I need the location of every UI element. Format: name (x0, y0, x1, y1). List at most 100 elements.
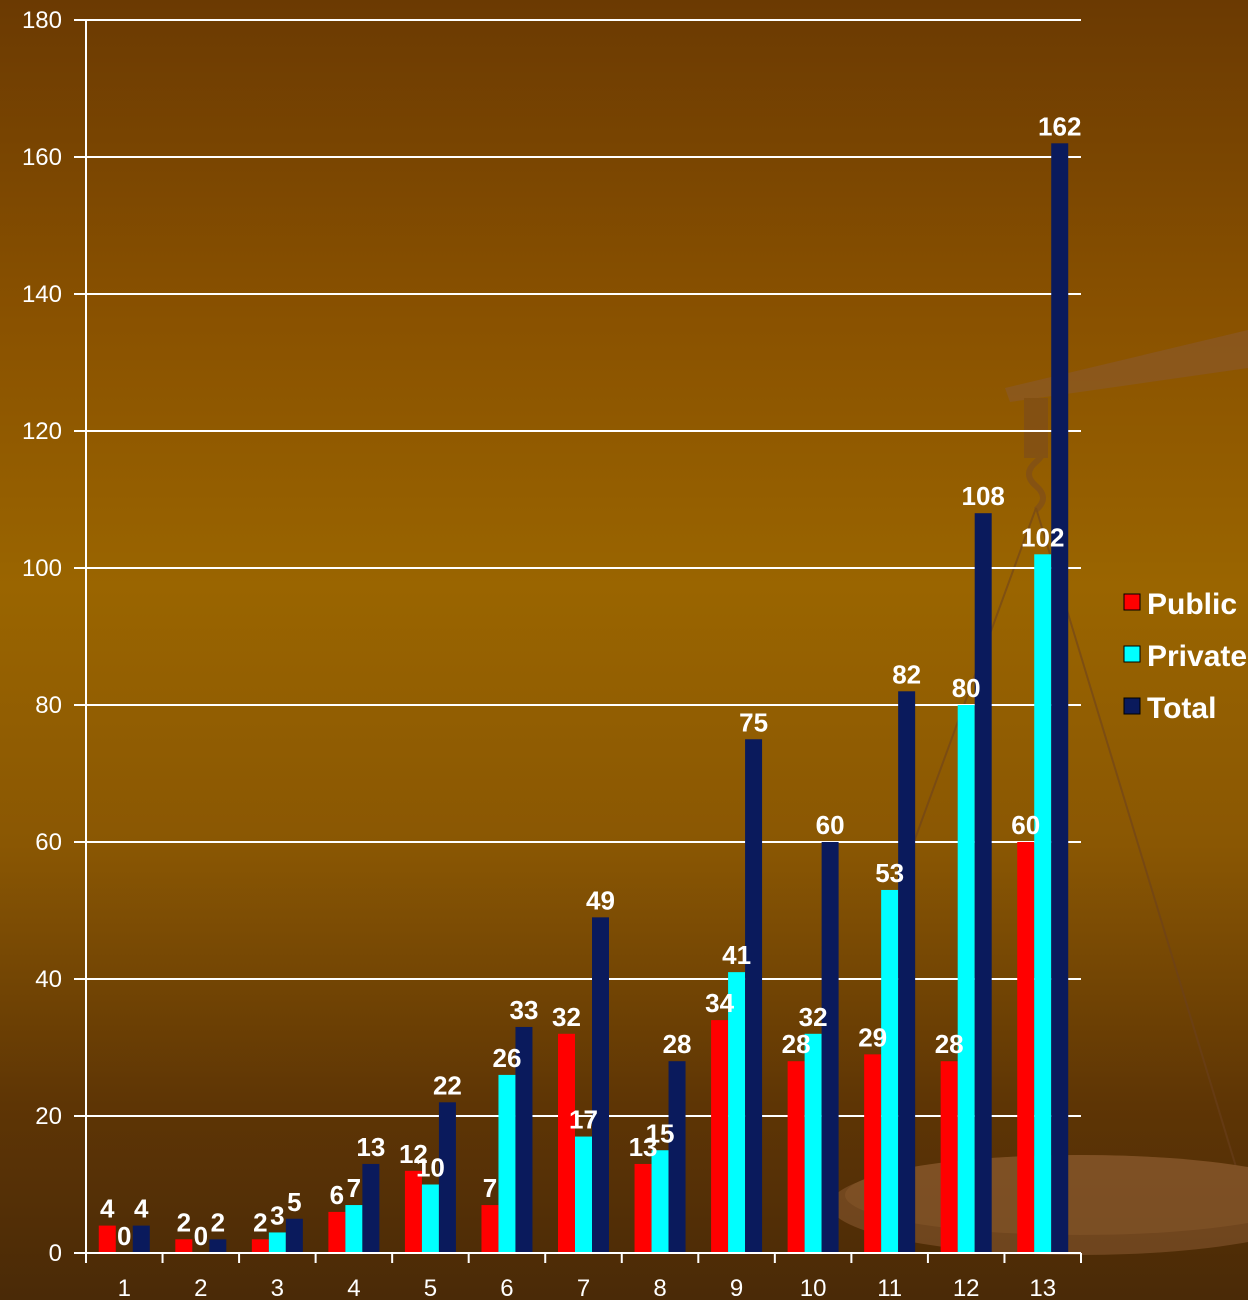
x-tick-label: 9 (730, 1275, 743, 1300)
legend-label-private: Private (1147, 640, 1247, 673)
data-label-total: 49 (586, 885, 615, 915)
bar-private (575, 1136, 592, 1253)
bar-public (328, 1211, 346, 1253)
data-label-private: 41 (722, 940, 751, 970)
bar-total (362, 1163, 380, 1253)
y-tick-label: 60 (35, 829, 62, 856)
data-label-private: 32 (799, 1002, 828, 1032)
bar-private (804, 1033, 822, 1253)
bar-private (345, 1205, 363, 1253)
bar-private (728, 972, 746, 1253)
x-tick-label: 8 (653, 1275, 666, 1300)
bar-public (940, 1061, 958, 1253)
data-label-total: 4 (134, 1194, 149, 1224)
x-tick-label: 3 (271, 1275, 284, 1300)
data-label-public: 28 (935, 1029, 964, 1059)
legend-swatch-public (1123, 593, 1141, 611)
bar-private (268, 1232, 286, 1253)
data-label-private: 3 (270, 1200, 284, 1230)
y-tick-label: 100 (22, 555, 62, 582)
data-label-public: 2 (253, 1207, 267, 1237)
bar-public (1017, 842, 1035, 1253)
data-label-public: 32 (552, 1002, 581, 1032)
x-tick-label: 4 (347, 1275, 360, 1300)
data-label-public: 13 (629, 1132, 658, 1162)
bar-total (668, 1061, 686, 1253)
bar-private (651, 1150, 669, 1253)
bar-public (251, 1239, 269, 1253)
x-tick-label: 11 (877, 1275, 902, 1300)
x-tick-label: 5 (424, 1275, 437, 1300)
bar-public (98, 1225, 116, 1253)
legend-swatch-private (1123, 645, 1141, 663)
bar-total (821, 842, 839, 1253)
bar-public (404, 1170, 422, 1253)
bar-total (209, 1239, 227, 1253)
data-label-private: 26 (493, 1043, 522, 1073)
y-tick-label: 40 (35, 966, 62, 993)
data-label-total: 2 (211, 1207, 225, 1237)
data-label-total: 162 (1038, 111, 1081, 141)
data-label-private: 0 (194, 1221, 208, 1251)
bar-private (498, 1074, 516, 1253)
bars (98, 143, 1069, 1253)
gridlines (86, 19, 1081, 1117)
data-label-total: 60 (816, 810, 845, 840)
data-label-total: 22 (433, 1070, 462, 1100)
data-label-total: 82 (892, 659, 921, 689)
legend: Public Private Total (1123, 588, 1247, 725)
bar-total (974, 513, 992, 1253)
data-label-total: 13 (356, 1132, 385, 1162)
data-label-private: 17 (569, 1105, 598, 1135)
x-tick-label: 1 (118, 1275, 131, 1300)
bar-public (634, 1163, 652, 1253)
x-tick-label: 10 (800, 1275, 827, 1300)
y-tick-label: 180 (22, 7, 62, 34)
x-tick-label: 2 (194, 1275, 207, 1300)
data-label-total: 108 (961, 481, 1004, 511)
bar-private (1034, 554, 1052, 1253)
legend-label-total: Total (1147, 692, 1216, 725)
data-label-private: 80 (952, 673, 981, 703)
bar-public (175, 1239, 193, 1253)
data-label-public: 34 (705, 988, 734, 1018)
y-tick-label: 160 (22, 144, 62, 171)
data-label-total: 5 (287, 1187, 301, 1217)
data-label-private: 7 (347, 1173, 361, 1203)
data-label-private: 15 (646, 1118, 675, 1148)
bar-total (285, 1218, 303, 1253)
x-tick-label: 7 (577, 1275, 590, 1300)
y-tick-label: 20 (35, 1103, 62, 1130)
bar-total (132, 1225, 150, 1253)
bar-private (957, 705, 975, 1253)
bar-total (898, 691, 916, 1253)
data-label-public: 4 (100, 1194, 115, 1224)
bar-private (881, 889, 899, 1253)
bar-private (421, 1184, 439, 1253)
data-label-private: 10 (416, 1153, 445, 1183)
legend-label-public: Public (1147, 588, 1237, 621)
y-tick-label: 0 (49, 1240, 62, 1267)
data-label-public: 60 (1011, 810, 1040, 840)
bar-total (592, 917, 609, 1253)
data-label-public: 12 (399, 1139, 428, 1169)
data-label-public: 2 (177, 1207, 191, 1237)
bar-total (745, 739, 763, 1253)
x-tick-label: 13 (1029, 1275, 1056, 1300)
data-label-public: 7 (483, 1173, 497, 1203)
bar-total (438, 1102, 456, 1253)
bar-public (481, 1205, 499, 1253)
data-label-private: 102 (1021, 522, 1064, 552)
y-tick-label: 80 (35, 692, 62, 719)
y-tick-label: 140 (22, 281, 62, 308)
data-label-public: 29 (858, 1022, 887, 1052)
bar-public (711, 1020, 729, 1253)
bar-public (864, 1054, 882, 1253)
y-tick-label: 120 (22, 418, 62, 445)
data-label-public: 28 (782, 1029, 811, 1059)
bar-total (1051, 143, 1069, 1253)
legend-swatch-total (1123, 697, 1141, 715)
